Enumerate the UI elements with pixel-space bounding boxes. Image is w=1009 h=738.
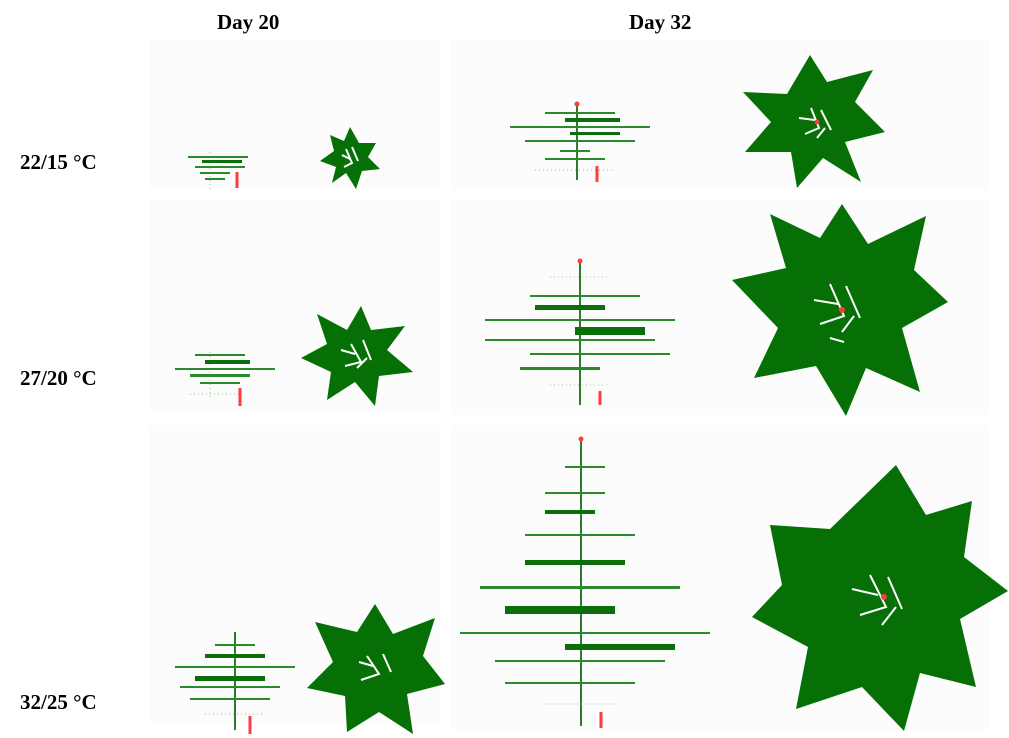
side-view-plant-r3-day32 (460, 436, 710, 728)
top-view-rosette-r2-day20 (301, 306, 413, 406)
top-view-rosette-r3-day32 (752, 465, 1008, 731)
top-view-rosette-r1-day32 (743, 55, 885, 188)
row-label-27-20: 27/20 °C (20, 366, 97, 390)
side-view-plant-r2-day32 (485, 258, 675, 405)
side-view-plant-r3-day20 (175, 632, 295, 734)
side-view-plant-r2-day20 (175, 352, 275, 406)
side-view-plant-r1-day20 (188, 152, 248, 190)
column-title-day20: Day 20 (217, 10, 280, 34)
panel-r1-day32 (450, 40, 990, 190)
row-label-32-25: 32/25 °C (20, 690, 97, 714)
top-view-rosette-r2-day32 (732, 204, 948, 416)
top-view-rosette-r3-day20 (307, 604, 445, 734)
top-view-rosette-r1-day20 (320, 127, 380, 189)
side-view-plant-r1-day32 (510, 101, 650, 182)
panel-r1-day20 (150, 40, 440, 190)
row-label-22-15: 22/15 °C (20, 150, 97, 174)
column-title-day32: Day 32 (629, 10, 692, 34)
